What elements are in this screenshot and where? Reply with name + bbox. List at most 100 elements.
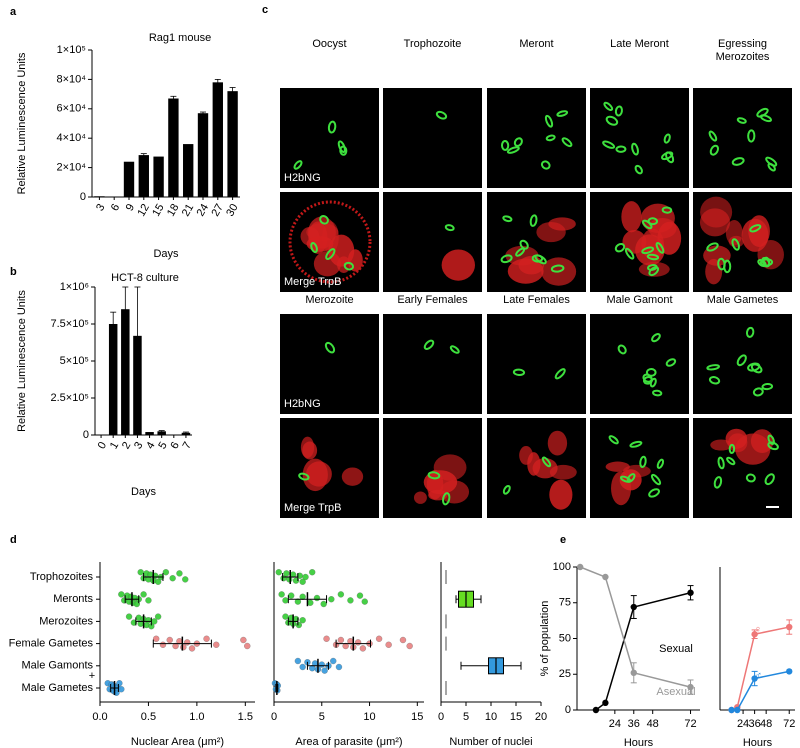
micro-content	[441, 224, 475, 281]
y-tick-label: 100	[553, 561, 571, 573]
green-nucleus	[648, 266, 660, 277]
mean-sd	[110, 681, 119, 695]
error-bar	[170, 95, 177, 101]
y-tick-label: 6×10⁴	[56, 103, 86, 115]
data-point	[385, 641, 392, 648]
bar	[123, 161, 135, 197]
micro-tile	[487, 314, 586, 414]
annotation: +	[89, 670, 95, 682]
red-stain	[507, 258, 544, 284]
data-point	[375, 635, 383, 642]
green-nucleus	[629, 440, 643, 448]
data-point	[180, 644, 187, 651]
x-tick-label: 6	[168, 440, 181, 451]
data-point	[118, 686, 125, 693]
mean-sd	[282, 570, 299, 584]
data-point	[406, 642, 413, 650]
data-point	[140, 591, 147, 598]
data-point	[354, 639, 362, 646]
green-nucleus	[444, 224, 455, 232]
micro-content	[617, 333, 677, 397]
green-nucleus	[617, 344, 627, 355]
micro-column-label: Early Females	[397, 294, 468, 306]
oocyst-wall	[288, 200, 372, 284]
series-label: ♂	[754, 670, 762, 682]
green-nucleus	[545, 134, 556, 142]
error-bar	[134, 286, 141, 385]
green-nucleus	[655, 241, 665, 254]
micro-content	[605, 435, 665, 506]
data-point	[295, 621, 302, 629]
micro-tile	[487, 88, 586, 188]
y-tick-label: 2×10⁴	[56, 162, 86, 174]
green-nucleus	[550, 264, 565, 273]
green-nucleus	[731, 157, 745, 166]
data-point	[602, 699, 609, 707]
data-point	[154, 578, 162, 585]
green-nucleus	[747, 362, 761, 372]
green-nucleus	[736, 354, 747, 367]
category-label: Male Gamonts	[21, 660, 93, 672]
micro-tile	[383, 418, 482, 518]
x-axis-label: Number of nuclei	[449, 736, 532, 748]
mean-sd	[335, 636, 371, 651]
mean-sd	[143, 570, 164, 584]
y-tick-label: 5×10⁵	[60, 355, 89, 367]
green-nucleus	[708, 130, 718, 142]
y-axis-label: % of population	[539, 601, 551, 677]
data-point	[278, 591, 285, 598]
red-stain	[699, 208, 731, 237]
micro-column-label: Late Meront	[610, 38, 669, 50]
x-tick-label: 0	[96, 440, 109, 451]
red-stain	[519, 445, 533, 465]
mean-sd	[152, 636, 212, 651]
green-nucleus	[513, 137, 523, 147]
data-point	[151, 618, 158, 625]
green-nucleus	[646, 253, 660, 261]
micro-column-label: Late Females	[503, 294, 570, 306]
error-bar	[200, 111, 206, 115]
green-nucleus	[665, 358, 677, 367]
micro-tile	[280, 88, 379, 188]
green-nucleus	[762, 256, 771, 268]
red-stain	[549, 479, 573, 510]
green-nucleus	[324, 341, 336, 354]
green-nucleus	[652, 389, 663, 397]
data-point	[786, 668, 793, 675]
data-point	[299, 593, 306, 600]
series-line	[595, 592, 691, 711]
bar	[133, 335, 142, 435]
data-point	[337, 591, 345, 598]
green-nucleus	[747, 129, 756, 143]
green-nucleus	[423, 339, 435, 350]
x-tick-label: 72	[684, 718, 696, 730]
green-nucleus	[614, 243, 626, 253]
green-nucleus	[661, 206, 673, 214]
green-nucleus	[706, 364, 720, 371]
green-nucleus	[713, 476, 723, 489]
panel-letter: b	[10, 266, 17, 278]
data-point	[361, 598, 368, 605]
x-axis-label: Hours	[743, 737, 773, 748]
green-nucleus	[519, 239, 529, 250]
bar	[227, 91, 238, 197]
data-point	[302, 573, 309, 581]
x-tick-label: 6	[109, 202, 122, 213]
x-tick-label: 24	[737, 718, 749, 730]
x-tick-label: 15	[510, 711, 522, 723]
x-tick-label: 24	[609, 718, 621, 730]
bar	[121, 309, 130, 435]
micro-content	[293, 120, 348, 170]
x-tick-label: 5	[463, 711, 469, 723]
y-tick-label: 1×10⁵	[57, 44, 86, 56]
green-nucleus	[726, 456, 736, 466]
x-tick-label: 1	[108, 440, 121, 451]
y-axis-label: Relative Luminescence Units	[16, 290, 28, 432]
error-bar	[110, 311, 117, 336]
data-point	[751, 631, 758, 638]
red-stain	[710, 439, 732, 451]
data-point	[630, 669, 637, 677]
green-nucleus	[708, 376, 721, 385]
green-nucleus	[310, 242, 318, 254]
